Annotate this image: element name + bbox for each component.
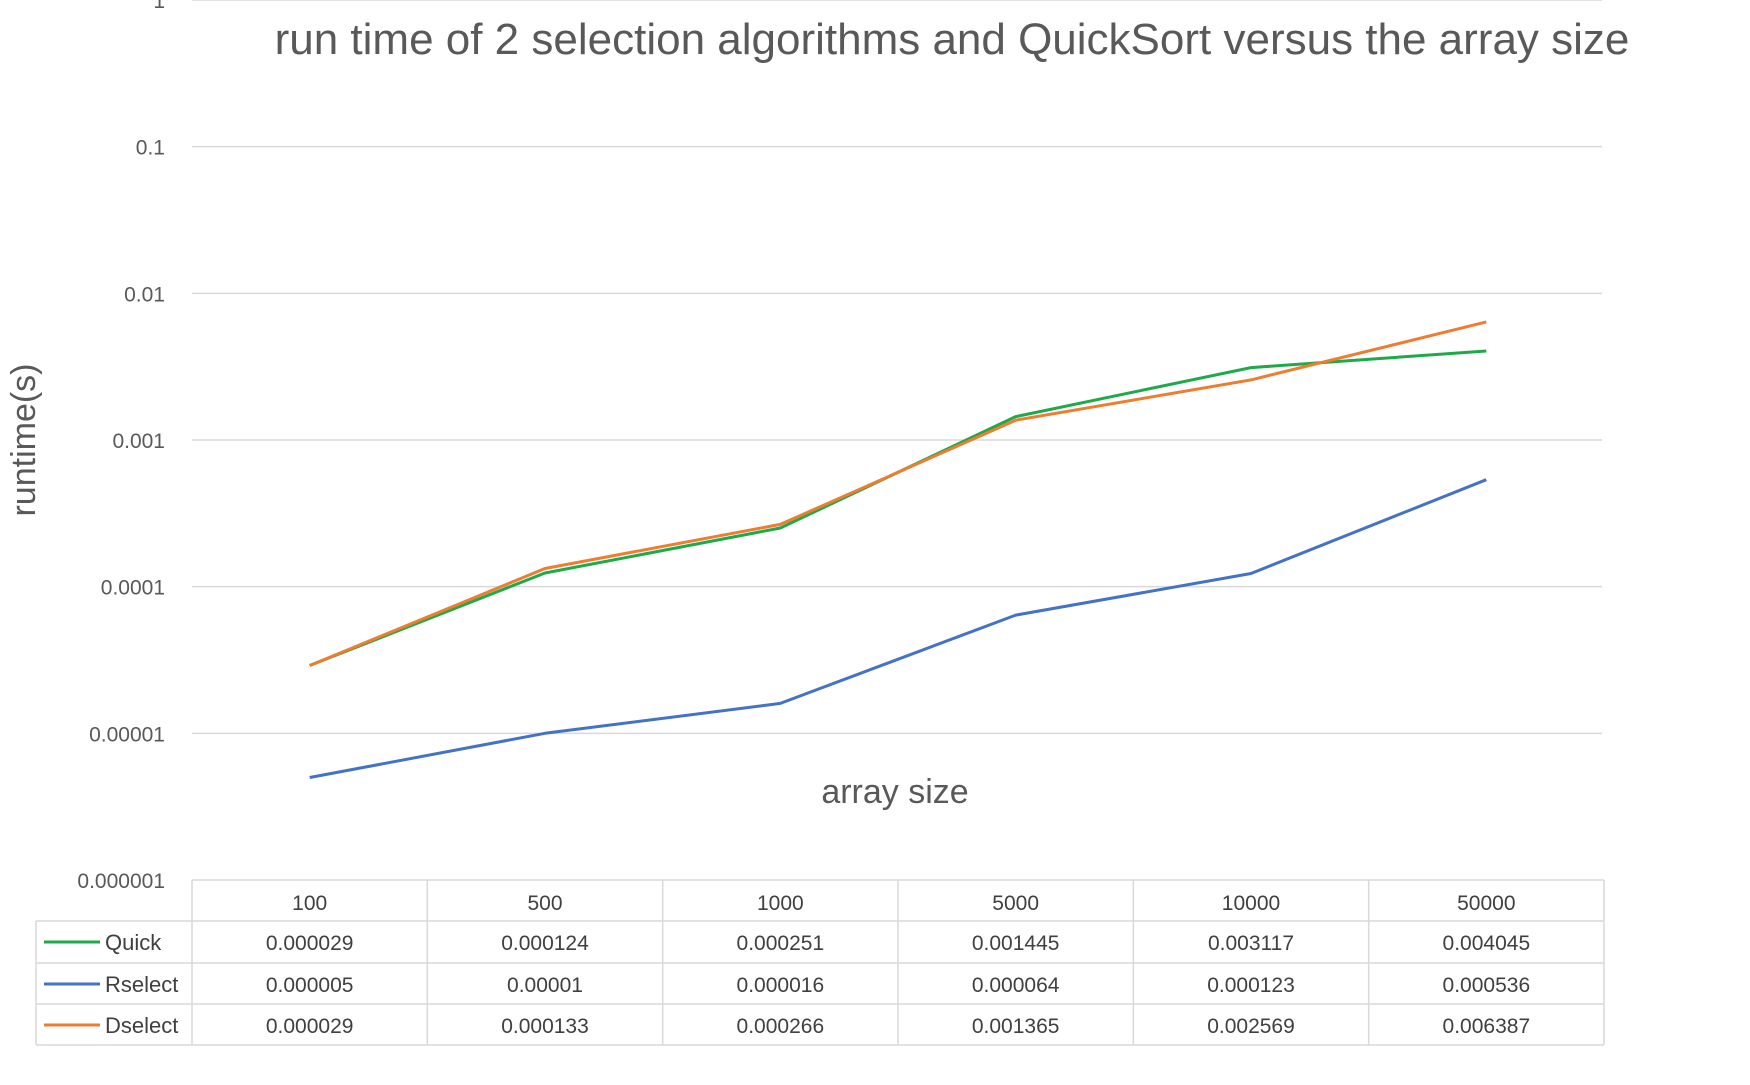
x-category-label: 50000 <box>1457 892 1515 915</box>
x-axis-title: array size <box>821 773 968 811</box>
table-cell: 0.002569 <box>1207 1015 1295 1038</box>
table-cell: 0.00001 <box>507 974 583 997</box>
table-cell: 0.000029 <box>266 1015 354 1038</box>
series-line-dselect <box>310 322 1487 666</box>
y-tick-label: 0.0001 <box>101 577 165 600</box>
y-tick-label: 0.000001 <box>77 870 165 893</box>
x-category-label: 10000 <box>1222 892 1280 915</box>
chart-title: run time of 2 selection algorithms and Q… <box>275 15 1630 64</box>
x-category-label: 500 <box>527 892 562 915</box>
y-tick-label: 1 <box>153 0 165 13</box>
series-line-quick <box>310 351 1487 666</box>
table-cell: 0.000133 <box>501 1015 589 1038</box>
table-cell: 0.003117 <box>1208 932 1294 955</box>
x-category-label: 100 <box>292 892 327 915</box>
table-cell: 0.000266 <box>737 1015 825 1038</box>
table-cell: 0.000029 <box>266 932 354 955</box>
table-cell: 0.006387 <box>1443 1015 1531 1038</box>
table-cell: 0.000064 <box>972 974 1060 997</box>
table-cell: 0.000016 <box>737 974 825 997</box>
table-cell: 0.001365 <box>972 1015 1060 1038</box>
y-tick-label: 0.1 <box>136 137 165 160</box>
table-cell: 0.000123 <box>1207 974 1295 997</box>
table-cell: 0.000251 <box>737 932 825 955</box>
y-tick-label: 0.001 <box>112 430 165 453</box>
y-tick-label: 0.01 <box>124 283 165 306</box>
x-category-label: 5000 <box>992 892 1039 915</box>
y-tick-label: 0.00001 <box>89 723 165 746</box>
table-cell: 0.000124 <box>501 932 589 955</box>
table-cell: 0.001445 <box>972 932 1060 955</box>
table-cell: 0.000536 <box>1443 974 1531 997</box>
legend-label: Quick <box>105 930 162 955</box>
legend-label: Dselect <box>105 1013 178 1038</box>
table-cell: 0.004045 <box>1443 932 1531 955</box>
y-axis-title: runtime(s) <box>5 363 43 516</box>
table-cell: 0.000005 <box>266 974 354 997</box>
legend-label: Rselect <box>105 972 178 997</box>
x-category-label: 1000 <box>757 892 804 915</box>
